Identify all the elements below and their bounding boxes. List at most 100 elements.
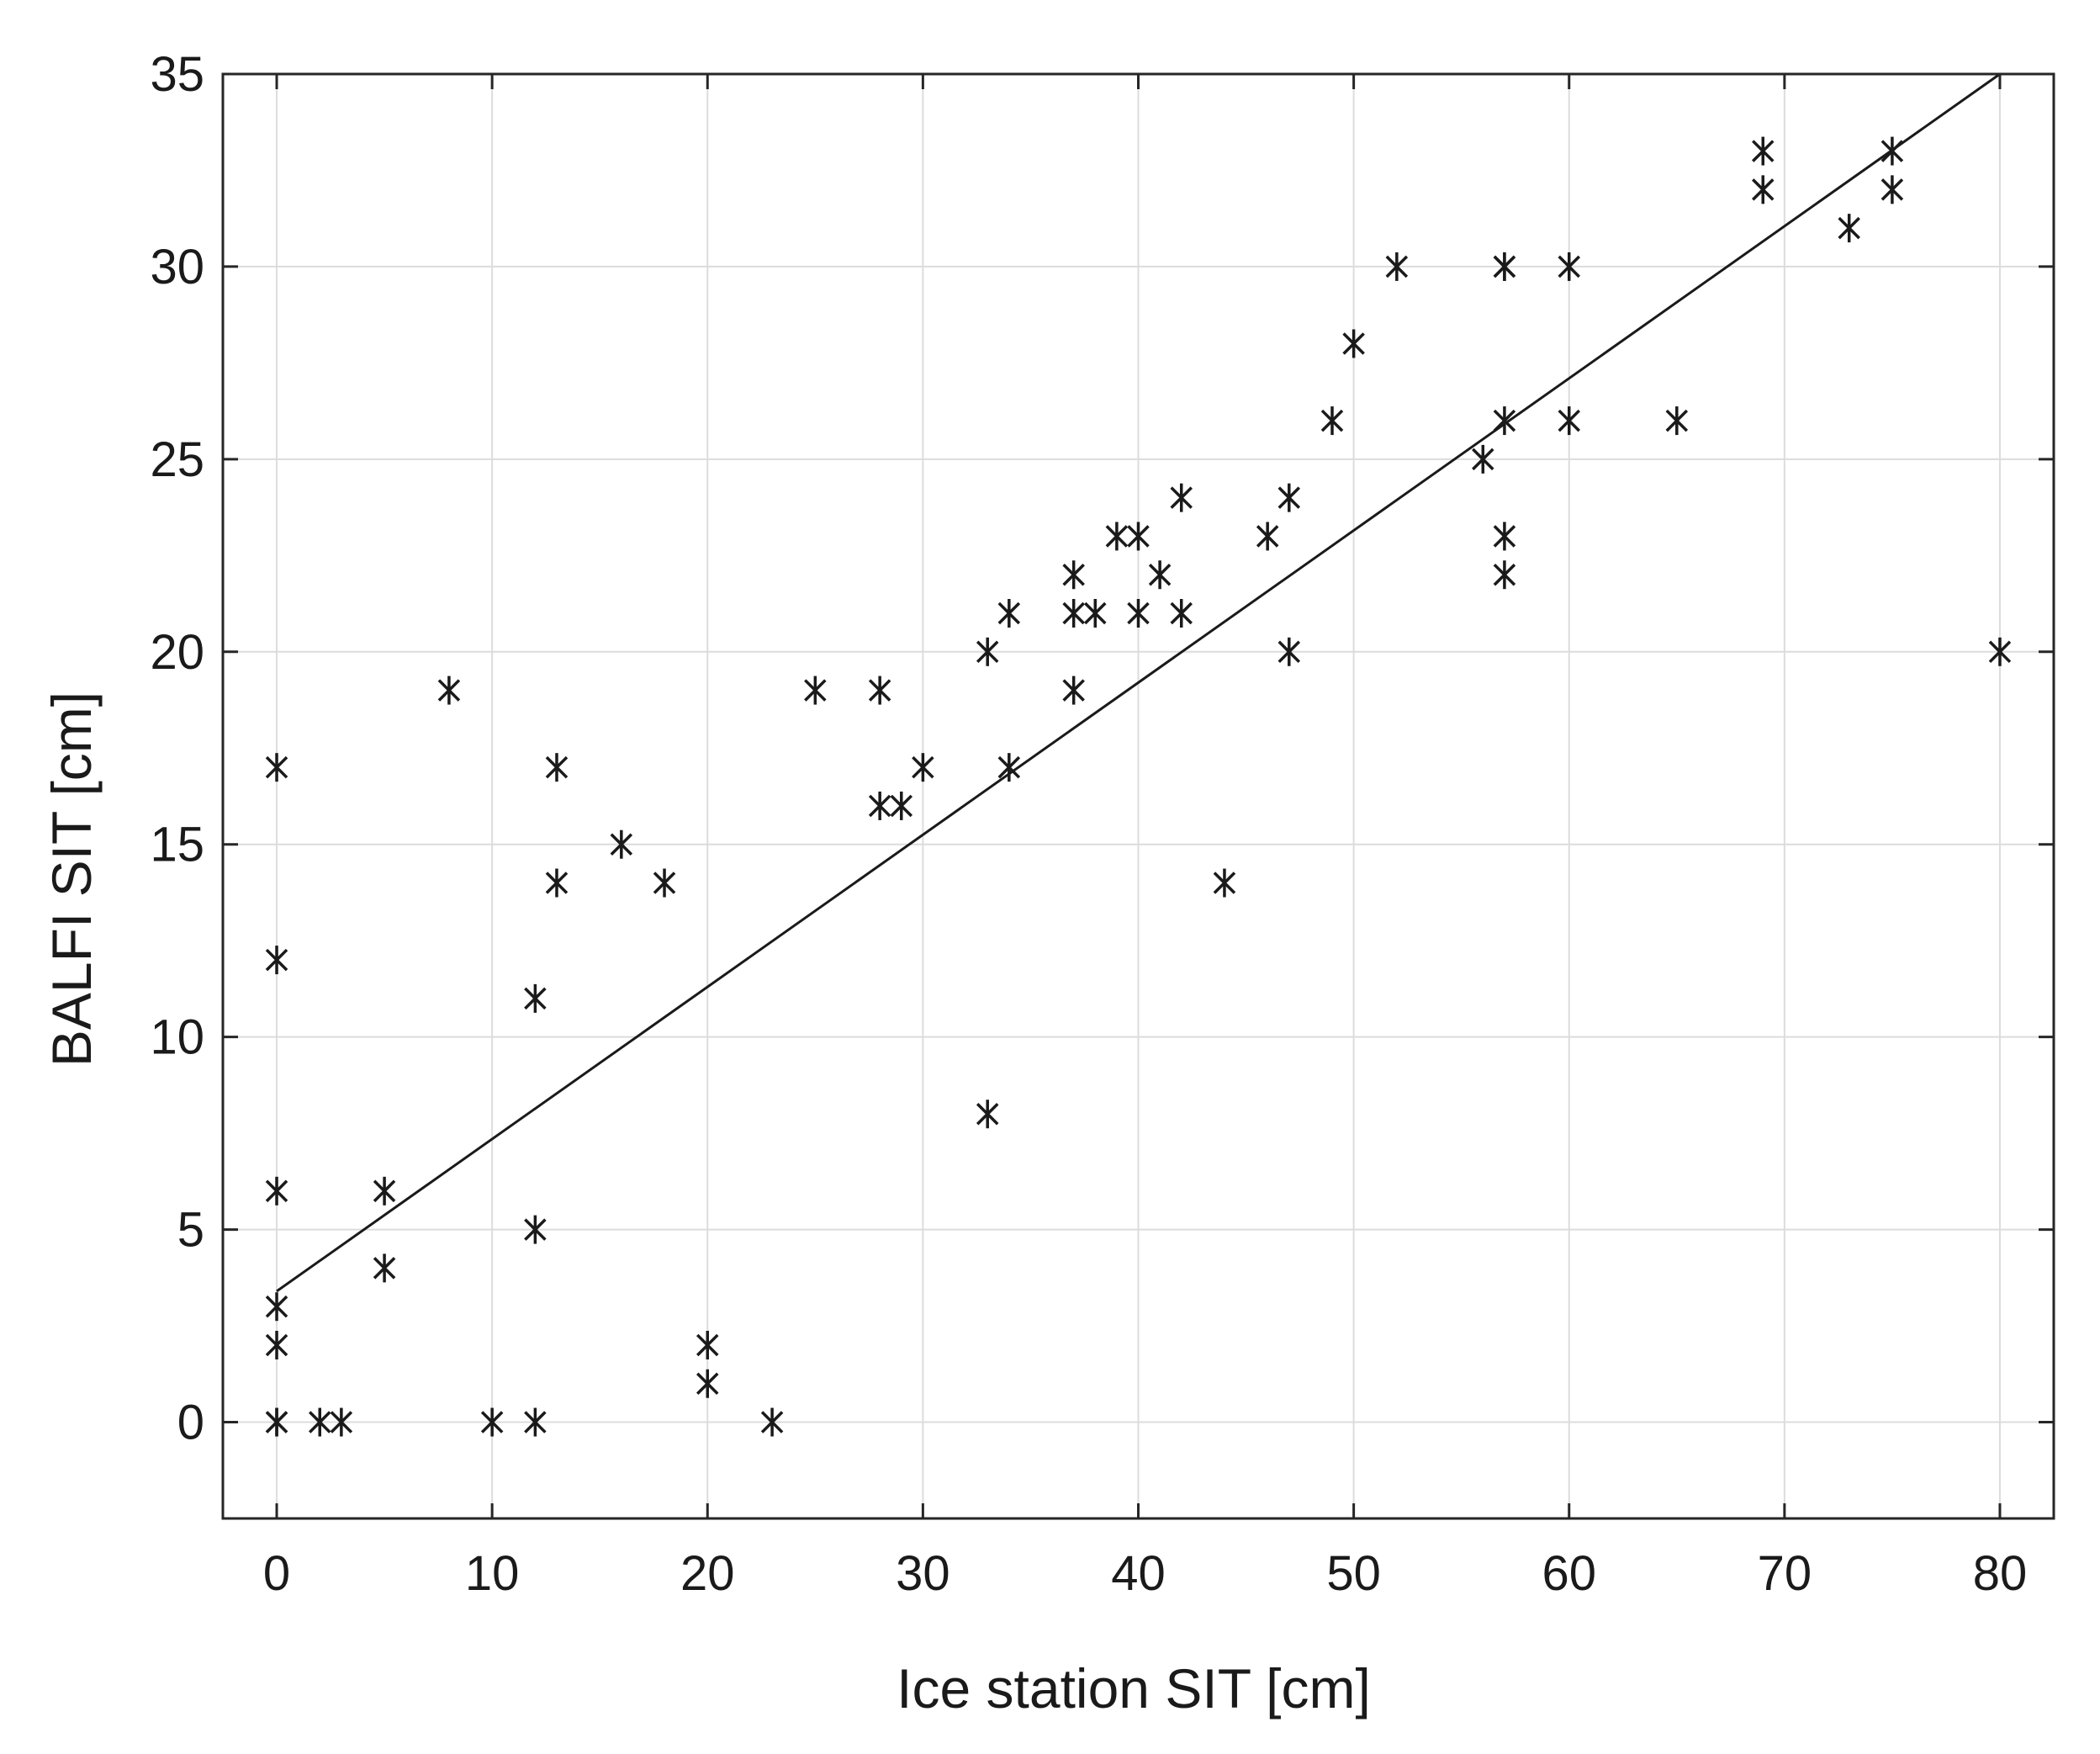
data-point-stroke (1320, 409, 1344, 432)
fit-line-layer (276, 72, 2001, 1293)
data-point (1256, 522, 1279, 551)
x-tick-label: 60 (1542, 1546, 1596, 1601)
data-point (1751, 175, 1775, 204)
data-point-stroke (1558, 255, 1580, 278)
data-point (1493, 406, 1516, 436)
y-tick-label: 0 (177, 1396, 204, 1450)
data-point-stroke (437, 679, 461, 702)
data-point-stroke (373, 1257, 396, 1280)
data-point-stroke (976, 640, 999, 664)
data-point (653, 868, 676, 898)
data-point-stroke (1880, 178, 1904, 201)
data-point (330, 1407, 353, 1437)
data-point-stroke (524, 987, 547, 1010)
data-point-stroke (997, 755, 1021, 779)
data-point (997, 753, 1021, 782)
y-tick-label: 25 (150, 432, 204, 487)
data-point (1105, 522, 1129, 551)
data-point (265, 1292, 288, 1322)
data-point (437, 676, 461, 705)
data-point-stroke (1170, 601, 1193, 625)
data-point-stroke (265, 948, 288, 972)
data-point (373, 1253, 396, 1283)
data-point (1558, 252, 1580, 281)
data-point (1062, 599, 1085, 628)
data-point-stroke (696, 1372, 719, 1396)
data-point (1665, 406, 1689, 436)
data-point (480, 1407, 504, 1437)
data-point (545, 868, 569, 898)
data-point (1493, 560, 1516, 590)
data-point (1127, 599, 1150, 628)
data-point-stroke (1493, 525, 1516, 548)
data-point (1472, 444, 1494, 474)
x-tick-labels: 0 10 20 30 40 50 60 70 80 (263, 1546, 2027, 1601)
data-point-stroke (1062, 679, 1085, 702)
data-point (1213, 868, 1236, 898)
x-tick-label: 80 (1973, 1546, 2028, 1601)
data-point (804, 676, 827, 705)
data-point (524, 983, 547, 1013)
data-point-stroke (1558, 409, 1580, 432)
data-point (1558, 406, 1580, 436)
data-point-stroke (1493, 255, 1516, 278)
data-point-stroke (308, 1411, 331, 1433)
y-tick-label: 10 (150, 1010, 204, 1065)
data-point-stroke (1170, 486, 1193, 509)
data-point-stroke (373, 1179, 396, 1203)
x-tick-label: 0 (263, 1546, 290, 1601)
data-point-stroke (1062, 563, 1085, 586)
x-axis-title: Ice station SIT [cm] (897, 1657, 1371, 1720)
data-point-stroke (804, 679, 827, 702)
data-point (696, 1369, 719, 1398)
y-tick-label: 5 (177, 1203, 204, 1258)
fit-line (276, 72, 2001, 1293)
y-tick-labels: 0 5 10 15 20 25 30 35 (150, 47, 204, 1450)
data-point-stroke (1213, 872, 1236, 894)
data-point-stroke (653, 872, 676, 894)
data-point (760, 1407, 784, 1437)
data-point-stroke (330, 1411, 353, 1433)
data-point-stroke (1880, 140, 1904, 162)
data-point (373, 1176, 396, 1206)
data-point (1170, 483, 1193, 512)
data-point (976, 1100, 999, 1129)
data-point (1493, 522, 1516, 551)
data-point (868, 791, 891, 820)
data-point-stroke (545, 872, 569, 894)
axes (221, 72, 2055, 1520)
data-point (1277, 637, 1301, 666)
data-point-stroke (1665, 409, 1689, 432)
data-point-stroke (265, 1411, 288, 1433)
data-point (1838, 214, 1860, 243)
data-point (1320, 406, 1344, 436)
data-point-stroke (1084, 601, 1107, 625)
data-point (524, 1407, 547, 1437)
data-point-stroke (265, 1333, 288, 1357)
data-point-stroke (1493, 563, 1516, 586)
data-point-stroke (760, 1411, 784, 1433)
data-point (545, 753, 569, 782)
data-point-stroke (696, 1333, 719, 1357)
data-point (976, 637, 999, 666)
grid-lines (223, 73, 2054, 1518)
data-point-stroke (265, 755, 288, 779)
data-point-stroke (1062, 601, 1085, 625)
y-tick-label: 15 (150, 818, 204, 872)
data-point-stroke (912, 755, 934, 779)
data-point (524, 1215, 547, 1244)
data-point (1170, 599, 1193, 628)
data-point (1493, 252, 1516, 281)
x-tick-label: 10 (465, 1546, 520, 1601)
data-point-stroke (1751, 178, 1775, 201)
data-point-stroke (1838, 216, 1860, 240)
data-point-stroke (610, 833, 633, 856)
data-point (265, 1407, 288, 1437)
data-point-stroke (265, 1179, 288, 1203)
y-axis-title: BALFI SIT [cm] (40, 692, 103, 1067)
data-point-stroke (1342, 332, 1365, 355)
data-point (696, 1330, 719, 1359)
data-point-stroke (1385, 255, 1409, 278)
data-point (1385, 252, 1409, 281)
